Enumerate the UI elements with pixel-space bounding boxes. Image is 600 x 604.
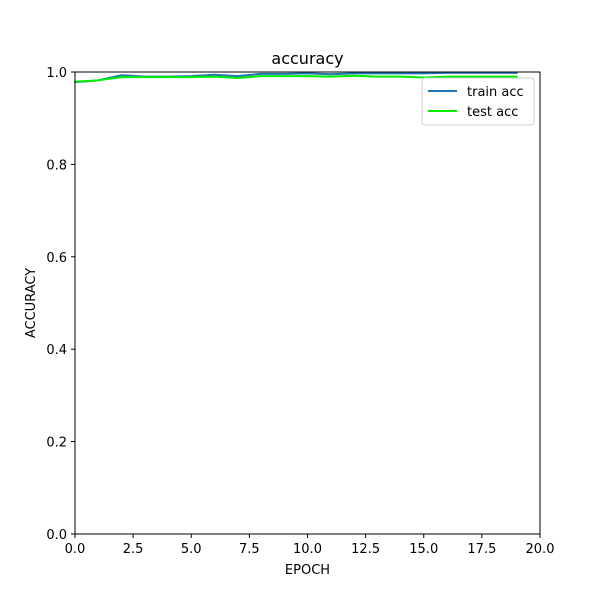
y-tick-label: 0.6 <box>46 251 67 266</box>
legend: train acc test acc <box>421 77 535 126</box>
x-tick-label: 12.5 <box>351 542 380 557</box>
plot-area: 0.0 2.5 5.0 7.5 10.0 12.5 15.0 17.5 20.0 0.00.20… <box>46 66 554 557</box>
x-tick-label: 5.0 <box>181 542 202 557</box>
plot-frame <box>75 72 540 534</box>
x-tick-label: 15.0 <box>409 542 438 557</box>
legend-box <box>421 77 535 126</box>
y-axis-ticks: 0.0 0.2 0.4 0.6 0.8 1.0 <box>46 66 75 543</box>
legend-label-train-acc: train acc <box>467 85 524 100</box>
x-tick-label: 10.0 <box>293 542 322 557</box>
x-axis-label: EPOCH <box>285 563 330 578</box>
x-tick-label: 2.5 <box>123 542 144 557</box>
plot-border <box>74 71 541 535</box>
x-tick-label: 7.5 <box>239 542 260 557</box>
y-axis-label: ACCURACY <box>24 268 39 338</box>
y-tick-label: 0.4 <box>46 343 67 358</box>
y-tick-label: 0.8 <box>46 158 67 173</box>
legend-label-test-acc: test acc <box>467 105 518 120</box>
series-line-test-acc <box>74 74 518 83</box>
y-tick-label: 0.0 <box>46 528 67 543</box>
y-tick-label: 1.0 <box>46 66 67 81</box>
chart-title: accuracy <box>271 49 343 68</box>
series-lines <box>74 71 518 84</box>
y-tick-label: 0.2 <box>46 436 67 451</box>
x-tick-label: 0.0 <box>65 542 86 557</box>
x-tick-label: 20.0 <box>526 542 555 557</box>
x-tick-label: 17.5 <box>467 542 496 557</box>
x-axis-ticks: 0.0 2.5 5.0 7.5 10.0 12.5 15.0 17.5 20.0 <box>65 534 555 557</box>
